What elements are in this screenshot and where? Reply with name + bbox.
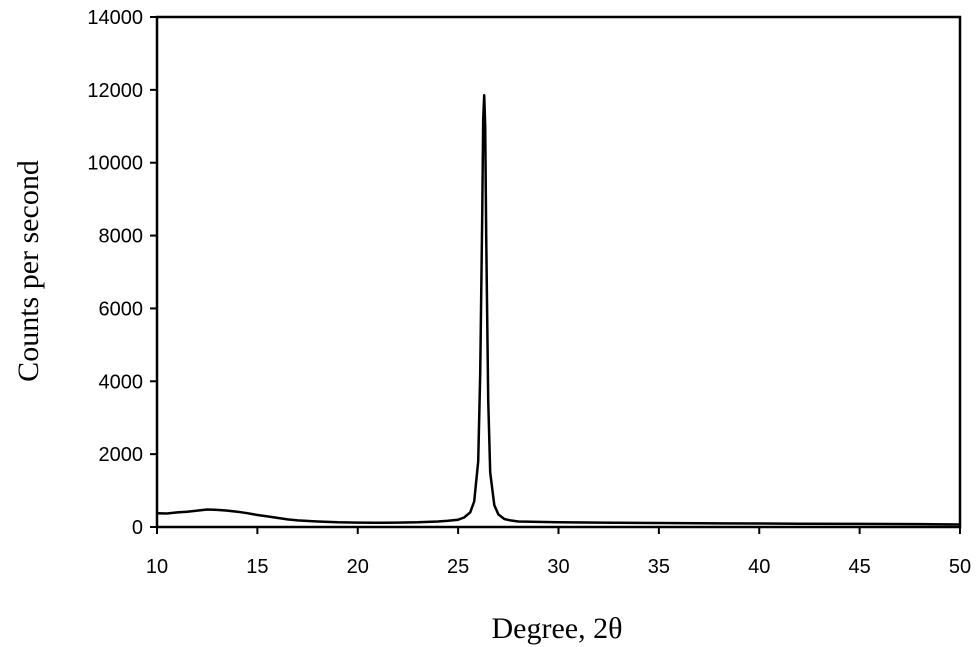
y-tick-label: 12000 bbox=[87, 80, 143, 102]
x-tick-label: 50 bbox=[949, 556, 971, 578]
y-tick-label: 10000 bbox=[87, 153, 143, 175]
x-tick-label: 35 bbox=[648, 556, 670, 578]
x-tick-label: 45 bbox=[849, 556, 871, 578]
x-tick-label: 10 bbox=[146, 556, 168, 578]
x-tick-label: 20 bbox=[347, 556, 369, 578]
plot-frame bbox=[155, 15, 962, 529]
series-line bbox=[156, 94, 961, 526]
y-tick-label: 8000 bbox=[99, 226, 144, 248]
y-axis-title: Counts per second bbox=[12, 160, 45, 382]
x-axis-title: Degree, 2θ bbox=[492, 612, 623, 645]
y-tick-label: 2000 bbox=[99, 444, 144, 466]
y-tick-label: 6000 bbox=[99, 298, 144, 320]
y-tick-label: 4000 bbox=[99, 371, 144, 393]
x-tick-label: 30 bbox=[547, 556, 569, 578]
x-tick-label: 15 bbox=[246, 556, 268, 578]
x-tick-label: 25 bbox=[447, 556, 469, 578]
x-tick-label: 40 bbox=[748, 556, 770, 578]
y-tick-label: 14000 bbox=[87, 7, 143, 29]
y-tick-label: 0 bbox=[132, 517, 143, 539]
